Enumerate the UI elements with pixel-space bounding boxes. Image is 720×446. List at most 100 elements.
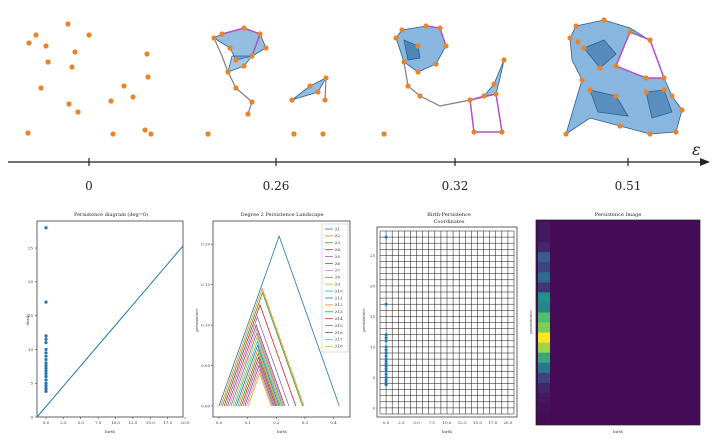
diagram-y-ticks: 0 5 10 15 20 25	[28, 245, 37, 419]
coords-point	[384, 354, 388, 358]
legend-entry: λ1	[335, 226, 340, 231]
landscape-line	[240, 356, 277, 407]
image-cell	[538, 282, 550, 293]
landscape-line	[244, 364, 274, 407]
diagram-point	[44, 372, 48, 376]
vertex-point	[121, 83, 127, 89]
vertex-point	[69, 64, 75, 70]
vertex-point	[142, 127, 148, 133]
legend-entry: λ8	[335, 275, 341, 280]
diagram-point	[44, 337, 48, 341]
landscape-line	[225, 315, 290, 407]
vertex-point	[108, 98, 114, 104]
vertex-point	[26, 40, 32, 46]
image-cell	[538, 302, 550, 313]
timeline-tick-3: 0.51	[615, 179, 642, 193]
coords-point	[384, 357, 388, 361]
legend-entry: λ14	[335, 316, 343, 321]
image-cell	[538, 292, 550, 303]
diagram-point	[44, 300, 48, 304]
coords-x-tick-label: 17.5	[488, 420, 497, 425]
vertex-point	[33, 32, 39, 38]
image-title: Persistence Image	[595, 212, 642, 218]
image-cell	[538, 322, 550, 333]
vertex-point	[110, 131, 116, 137]
diagram-x-tick-label: 0.0	[43, 420, 50, 425]
image-cell	[538, 262, 550, 273]
diagram-ylabel: death	[25, 314, 30, 326]
panel-persistence-diagram: Persistence diagram (deg=0) 0.0 2.5 5.0 7.5…	[25, 211, 190, 434]
coords-ylabel: persistence	[361, 308, 366, 332]
legend-entry: λ16	[335, 330, 343, 335]
landscape-line	[232, 336, 282, 407]
coords-title-line1: Birth-Persistence	[427, 212, 471, 218]
image-heat-column	[538, 222, 550, 424]
panel-birth-persistence: Birth-Persistence Coordinates 0.0 2.5 5.0 7…	[361, 212, 518, 434]
landscape-line	[228, 327, 285, 407]
landscape-line	[242, 360, 275, 407]
landscape-x-ticks: 0.0 0.1 0.2 0.3 0.4	[216, 417, 337, 425]
diagram-x-tick-label: 2.5	[60, 420, 67, 425]
legend-entry: λ12	[335, 302, 343, 307]
coords-y-tick-label: 15	[370, 314, 376, 319]
coords-point	[384, 383, 388, 387]
diagram-x-ticks: 0.0 2.5 5.0 7.5 10.0 12.5 15.0 17.5 20.0	[43, 417, 190, 425]
coords-points	[384, 235, 388, 387]
diagram-x-tick-label: 12.5	[128, 420, 137, 425]
landscape-y-tick-label: 0.05	[201, 363, 210, 368]
coords-y-tick-label: 20	[370, 283, 376, 288]
vertex-point	[86, 32, 92, 38]
landscape-x-tick-label: 0.3	[302, 420, 309, 425]
vertex-point	[65, 21, 71, 27]
vertex-point	[25, 130, 31, 136]
coords-point	[384, 364, 388, 368]
coords-x-tick-label: 10.0	[443, 420, 452, 425]
image-cell	[538, 252, 550, 263]
coords-y-ticks: 0 5 10 15 20 25	[370, 253, 376, 411]
diagram-point	[44, 378, 48, 382]
timeline-axis: ε 0 0.26 0.32 0.51	[8, 140, 710, 193]
coords-point	[384, 372, 388, 376]
legend-entry: λ6	[335, 261, 341, 266]
diagram-point	[44, 384, 48, 388]
timeline-tick-2: 0.32	[442, 179, 469, 193]
panel-persistence-landscape: Degree 2 Persistence Landscape 0.0 0.1 0.2…	[194, 212, 351, 434]
coords-point	[384, 345, 388, 349]
coords-point	[384, 367, 388, 371]
coords-point	[384, 362, 388, 366]
landscape-y-tick-label: 0.10	[201, 322, 210, 327]
diagram-point	[44, 361, 48, 365]
diagram-title: Persistence diagram (deg=0)	[74, 211, 148, 218]
diagram-y-tick-label: 5	[30, 381, 33, 386]
stage-0-points	[25, 21, 297, 137]
diagram-point	[44, 387, 48, 391]
timeline-tick-1: 0.26	[263, 179, 290, 193]
diagram-x-tick-label: 15.0	[146, 420, 155, 425]
diagram-point	[44, 354, 48, 358]
vertex-point	[66, 101, 72, 107]
landscape-y-ticks: 0.00 0.05 0.10 0.15 0.20	[201, 242, 213, 408]
diagram-point	[44, 347, 48, 352]
diagram-x-tick-label: 10.0	[111, 420, 120, 425]
legend-entry: λ7	[335, 268, 341, 273]
landscape-y-tick-label: 0.20	[201, 242, 210, 247]
coords-point	[384, 336, 388, 340]
landscape-ylabel: persistence	[194, 308, 199, 332]
landscape-line	[237, 348, 279, 407]
landscape-line	[230, 331, 283, 407]
coords-point	[384, 348, 388, 352]
vertex-point	[145, 74, 151, 80]
diagram-points	[44, 226, 48, 393]
coords-y-tick-label: 5	[372, 375, 375, 380]
stage-051-complex	[563, 17, 685, 137]
landscape-line	[223, 303, 297, 407]
coords-x-tick-label: 7.5	[429, 420, 436, 425]
legend-entry: λ18	[335, 344, 343, 349]
legend-entry: λ15	[335, 323, 343, 328]
diagram-x-tick-label: 20.0	[181, 420, 190, 425]
coords-point	[384, 339, 388, 343]
vertex-point	[130, 94, 136, 100]
diagram-y-tick-label: 25	[28, 245, 34, 250]
landscape-y-tick-label: 0.00	[201, 403, 210, 408]
